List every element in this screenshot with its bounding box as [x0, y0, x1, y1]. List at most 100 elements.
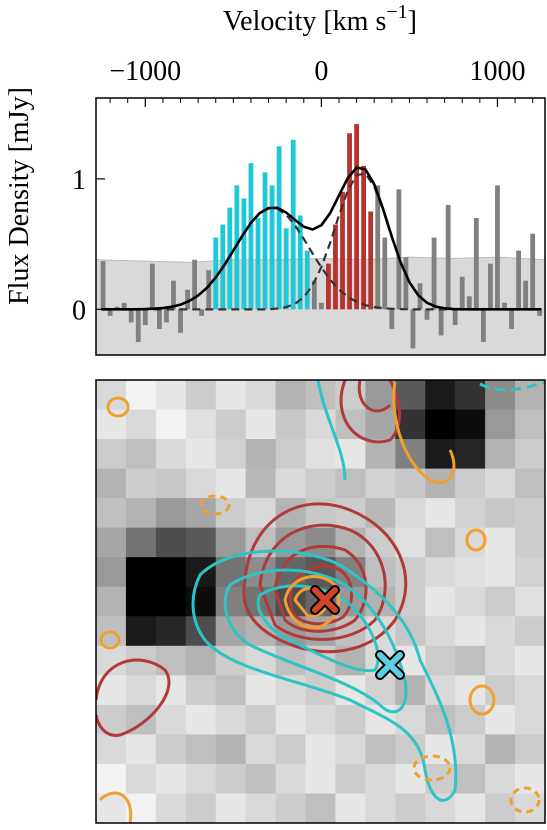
image-pixel [155, 704, 187, 735]
bar [107, 309, 113, 316]
image-pixel [155, 557, 187, 588]
image-pixel [185, 793, 217, 823]
image-pixel [485, 409, 516, 440]
image-pixel [155, 763, 187, 794]
image-pixel [395, 439, 426, 470]
x-axis-title-sup: −1 [386, 1, 407, 23]
image-pixel [125, 586, 157, 617]
image-pixel [275, 763, 307, 794]
y-axis-title: Flux Density [mJy] [4, 87, 35, 305]
bar [347, 133, 352, 310]
bar [128, 309, 134, 323]
image-pixel [395, 498, 426, 529]
image-pixel [275, 704, 307, 735]
image-pixel [185, 409, 217, 440]
image-pixel [125, 557, 157, 588]
image-pixel [395, 557, 426, 588]
image-pixel [215, 380, 247, 411]
image-pixel [245, 409, 277, 440]
bar [297, 215, 303, 310]
markers [310, 585, 405, 680]
image-pixel [96, 380, 127, 411]
image-pixel [215, 409, 247, 440]
bar [459, 276, 465, 310]
image-pixel [515, 498, 545, 529]
image-pixel [455, 409, 486, 440]
bar [375, 185, 381, 310]
image-pixel [515, 468, 545, 499]
bar [530, 233, 536, 310]
image-pixel [185, 439, 217, 470]
image-pixel [185, 763, 217, 794]
bar [523, 280, 529, 310]
bar [206, 270, 212, 310]
bar [283, 228, 289, 310]
image-pixel [455, 616, 486, 647]
spectrum-plot [96, 124, 545, 355]
x-tick-label: −1000 [109, 56, 181, 87]
image-pixel [305, 527, 336, 558]
bar [466, 296, 472, 310]
image-pixel [96, 527, 127, 558]
image-pixel [215, 704, 247, 735]
image-pixel [365, 675, 396, 706]
image-pixel [455, 439, 486, 470]
image-pixel [335, 763, 366, 794]
image-pixel [335, 409, 366, 440]
image-pixel [215, 645, 247, 676]
image-pixel [485, 645, 516, 676]
bar [495, 185, 500, 310]
image-pixel [455, 498, 486, 529]
image-pixel [365, 793, 396, 823]
image-pixel [96, 734, 127, 765]
image-pixel [305, 439, 336, 470]
image-pixel [96, 439, 127, 470]
image-pixel [125, 380, 157, 411]
image-pixel [305, 793, 336, 823]
image-pixel [155, 468, 187, 499]
image-pixel [455, 586, 486, 617]
image-pixel [185, 586, 217, 617]
image-pixel [365, 498, 396, 529]
y-tick-label: 1 [72, 165, 86, 196]
image-pixel [515, 645, 545, 676]
image-pixel [515, 734, 545, 765]
image-pixel [485, 586, 516, 617]
image-pixel [365, 409, 396, 440]
image-pixel [425, 616, 456, 647]
image-pixel [485, 557, 516, 588]
x-tick-label: 0 [314, 56, 328, 87]
image-pixel [275, 734, 307, 765]
image-pixel [275, 793, 307, 823]
bar [431, 237, 437, 310]
bar [488, 263, 493, 310]
image-pixel [185, 734, 217, 765]
image-pixel [485, 616, 516, 647]
image-pixel [275, 439, 307, 470]
bar [333, 224, 338, 310]
bar [142, 309, 148, 325]
image-pixel [96, 557, 127, 588]
image-pixel [455, 734, 486, 765]
image-pixel [215, 763, 247, 794]
bar [248, 163, 254, 310]
fit-line [101, 166, 542, 311]
y-tick-label: 0 [72, 295, 86, 326]
image-pixel [485, 527, 516, 558]
image-pixel [425, 409, 456, 440]
contours [96, 380, 545, 823]
image-pixel [215, 734, 247, 765]
image-pixel [365, 734, 396, 765]
image-pixel [515, 616, 545, 647]
bar [368, 211, 374, 310]
image-pixel [215, 527, 247, 558]
image-pixel [455, 793, 486, 823]
bar [318, 302, 324, 310]
image-pixel [245, 616, 277, 647]
image-pixel [185, 380, 217, 411]
image-pixel [155, 793, 187, 823]
image-pixel [395, 763, 426, 794]
bar [396, 189, 402, 310]
image-pixel [515, 675, 545, 706]
image-pixel [96, 498, 127, 529]
